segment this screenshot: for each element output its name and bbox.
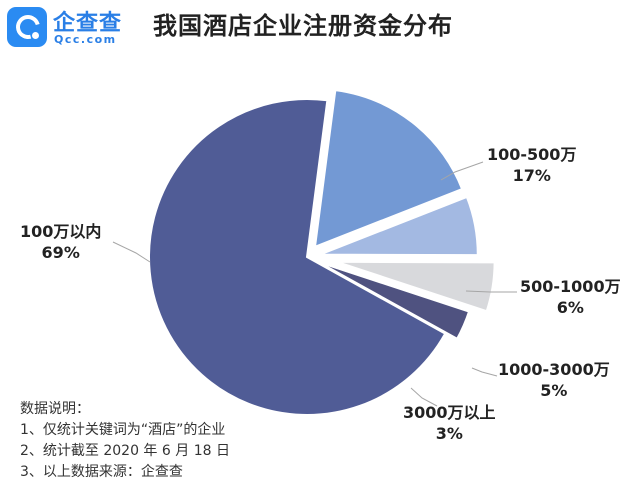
leader-line-0: [112, 241, 151, 263]
slice-label-0: 100万以内 69%: [20, 221, 101, 263]
pie-slice-4: [318, 261, 471, 341]
pie-slice-2: [319, 195, 479, 257]
note-item-3: 3、以上数据来源：企查查: [20, 464, 183, 480]
leader-line-3: [471, 367, 498, 377]
leader-line-1: [440, 161, 484, 181]
slice-name-4: 3000万以上: [403, 403, 496, 422]
note-item-2: 2、统计截至 2020 年 6 月 18 日: [20, 443, 230, 459]
logo-domain: Qcc.com: [54, 33, 117, 46]
pie-slice-1: [313, 88, 464, 249]
search-icon: [7, 7, 47, 47]
leader-line-2: [465, 290, 517, 293]
qcc-logo: 企查查 Qcc.com: [7, 7, 137, 47]
slice-value-1: 17%: [512, 166, 551, 185]
slice-name-3: 1000-3000万: [498, 360, 610, 379]
leader-line-4: [410, 387, 438, 407]
slice-label-2: 500-1000万 6%: [520, 276, 621, 318]
note-item-1: 1、仅统计关键词为“酒店”的企业: [20, 422, 226, 438]
slice-name-1: 100-500万: [487, 145, 577, 164]
slice-label-3: 1000-3000万 5%: [498, 359, 610, 401]
pie-slice-0: [148, 98, 447, 416]
pie-slice-3: [336, 260, 496, 313]
slice-value-4: 3%: [435, 424, 463, 443]
slice-label-4: 3000万以上 3%: [403, 402, 496, 444]
logo-name: 企查查: [53, 11, 123, 36]
chart-title: 我国酒店企业注册资金分布: [153, 12, 453, 40]
notes-heading: 数据说明：: [20, 401, 90, 417]
slice-value-0: 69%: [41, 243, 80, 262]
slice-value-2: 6%: [556, 298, 584, 317]
slice-label-1: 100-500万 17%: [487, 144, 576, 186]
slice-name-2: 500-1000万: [520, 277, 621, 296]
data-notes: 数据说明： 1、仅统计关键词为“酒店”的企业 2、统计截至 2020 年 6 月…: [20, 399, 230, 483]
slice-name-0: 100万以内: [20, 222, 102, 241]
slice-value-3: 5%: [540, 381, 568, 400]
